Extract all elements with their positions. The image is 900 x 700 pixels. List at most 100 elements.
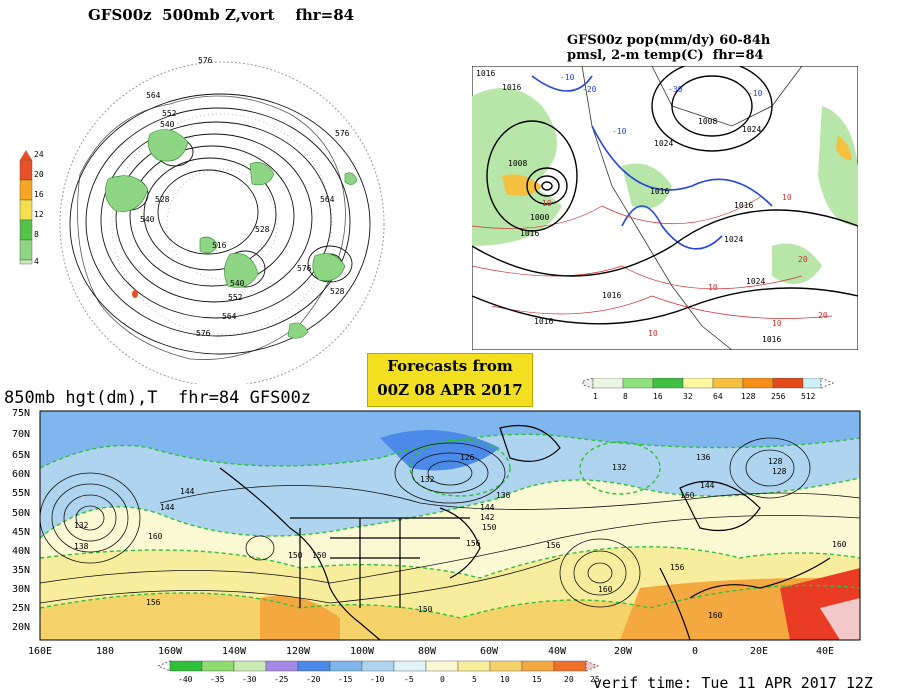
height-label: 136 [496,491,511,500]
scale-swatch [772,378,804,389]
contour-label: 540 [140,215,155,224]
height-label: 142 [480,513,495,522]
lon-label: 160W [158,646,183,657]
vorticity-areas [105,129,358,339]
scale-swatch [521,660,555,672]
scale-label: 8 [623,392,628,401]
lon-label: 120W [286,646,311,657]
scale-swatch [201,660,235,672]
isobars [472,66,858,325]
lat-label: 25N [12,603,30,614]
lon-label: 100W [350,646,375,657]
isotherm-label: 10 [708,283,718,292]
contour-label: 540 [230,279,245,288]
scale-label: 1 [593,392,598,401]
height-label: 136 [696,453,711,462]
contour-label: 540 [160,120,175,129]
scale-swatch [19,159,33,181]
scale-swatch [297,660,331,672]
hemisphere-outline [59,61,385,384]
scale-label: 16 [34,190,44,199]
isotherm-label: 20 [818,311,828,320]
scale-swatch [622,378,654,389]
scale-label: 24 [34,150,44,159]
scale-label: 15 [532,675,542,684]
scale-swatch [265,660,299,672]
scale-label: -15 [338,675,353,684]
scale-label: 8 [34,230,39,239]
isobar-label: 1024 [746,277,765,286]
scale-swatch [652,378,684,389]
lat-label: 60N [12,469,30,480]
height-label: 160 [832,540,847,549]
scale-swatch [802,378,822,389]
height-label: 150 [418,605,433,614]
lat-label: 35N [12,565,30,576]
scale-swatch [553,660,587,672]
scale-label: 4 [34,257,39,266]
scale-label: 64 [713,392,723,401]
isotherm-label: 10 [782,193,792,202]
scale-label: -35 [210,675,225,684]
height-label: 144 [160,503,175,512]
lat-label: 20N [12,622,30,633]
lat-label: 65N [12,450,30,461]
isotherm-label: 10 [648,329,658,338]
height-label: 132 [74,521,89,530]
isotherm-contours [39,433,861,619]
lat-label: 75N [12,408,30,419]
height-label: 156 [146,598,161,607]
isobar-label: 1016 [650,187,669,196]
scale-swatch [169,660,203,672]
scale-label: -5 [404,675,414,684]
isobar-label: 1024 [742,125,761,134]
height-label: 144 [180,487,195,496]
height-label: 156 [670,563,685,572]
height-label: 132 [420,475,435,484]
lat-label: 40N [12,546,30,557]
scale-swatch [19,259,33,265]
scale-swatch [393,660,427,672]
contour-label: 576 [297,264,312,273]
height-label: 144 [700,481,715,490]
contour-label: 516 [212,241,227,250]
height-label: 160 [680,491,695,500]
scale-label: -40 [178,675,193,684]
isobar-label: 1016 [762,335,781,344]
scale-label: 25 [590,675,600,684]
na-pmsl-map: 1016 1016 1008 1000 1016 1008 1024 1024 … [472,66,858,350]
scale-label: -20 [306,675,321,684]
isobar-label: 1016 [502,83,521,92]
isobar-label: 1016 [476,69,495,78]
scale-label: 256 [771,392,786,401]
lon-label: 140W [222,646,247,657]
lon-label: 40W [548,646,567,657]
isotherm-label: 20 [798,255,808,264]
coastlines [219,424,831,641]
isobar-label: 1008 [698,117,717,126]
scale-label: 10 [500,675,510,684]
isotherm-label: -10 [748,89,763,98]
isobar-label: 1000 [530,213,549,222]
height-label: 150 [312,551,327,560]
scale-label: 128 [741,392,756,401]
height-label: 150 [482,523,497,532]
isotherm-label: -10 [560,73,575,82]
scale-swatch [682,378,714,389]
scale-label: -25 [274,675,289,684]
lat-label: 55N [12,488,30,499]
scale-label: 12 [34,210,44,219]
scale-swatch [425,660,459,672]
isotherm-label: -10 [612,127,627,136]
scale-label: 20 [34,170,44,179]
isotherm-label: -20 [582,85,597,94]
isotherm-label: -30 [668,85,683,94]
scale-label: 32 [683,392,693,401]
forecast-init-time: 00Z 08 APR 2017 [377,381,523,399]
lon-label: 160E [28,646,52,657]
lon-label: 180 [96,646,114,657]
height-label: 156 [466,539,481,548]
height-label: 132 [612,463,627,472]
isobar-label: 1016 [734,201,753,210]
scale-label: -10 [370,675,385,684]
